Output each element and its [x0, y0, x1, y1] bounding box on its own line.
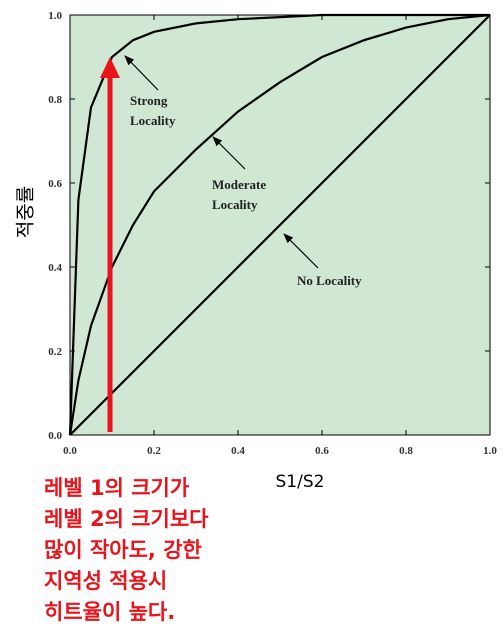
y-tick-label: 0.0	[48, 430, 62, 442]
y-tick-label: 0.4	[48, 262, 62, 274]
annotation: No Locality	[297, 273, 362, 288]
annotation-arrow	[212, 136, 246, 170]
annotation: Locality	[130, 113, 176, 128]
annotation-arrow	[283, 233, 319, 269]
y-tick-label: 1.0	[48, 10, 62, 22]
note-text: 레벨 2의 크기보다	[44, 507, 209, 531]
line	[69, 14, 491, 436]
x-axis-label: S1/S2	[276, 472, 325, 492]
note-text: 많이 작아도, 강한	[44, 538, 202, 562]
highlight-arrow-head	[100, 57, 120, 78]
note-text: 레벨 1의 크기가	[44, 476, 190, 500]
annotation: Strong	[130, 93, 168, 108]
annotation: Moderate	[212, 177, 266, 192]
x-tick-label: 0.2	[147, 445, 161, 457]
y-axis-label: 적중률	[15, 186, 37, 238]
x-tick-label: 0.0	[63, 445, 77, 457]
annotation-arrow	[124, 55, 159, 91]
y-tick-label: 0.8	[48, 94, 62, 106]
line	[68, 13, 490, 436]
y-tick-label: 0.2	[48, 346, 62, 358]
x-tick-label: 0.4	[231, 445, 245, 457]
note-text: 히트율이 높다.	[44, 600, 175, 624]
line	[68, 13, 491, 436]
note-text: 지역성 적용시	[44, 569, 167, 593]
x-tick-label: 1.0	[483, 445, 497, 457]
annotation: Locality	[212, 197, 258, 212]
x-tick-label: 0.8	[399, 445, 413, 457]
y-tick-label: 0.6	[48, 178, 62, 190]
x-tick-label: 0.6	[315, 445, 329, 457]
